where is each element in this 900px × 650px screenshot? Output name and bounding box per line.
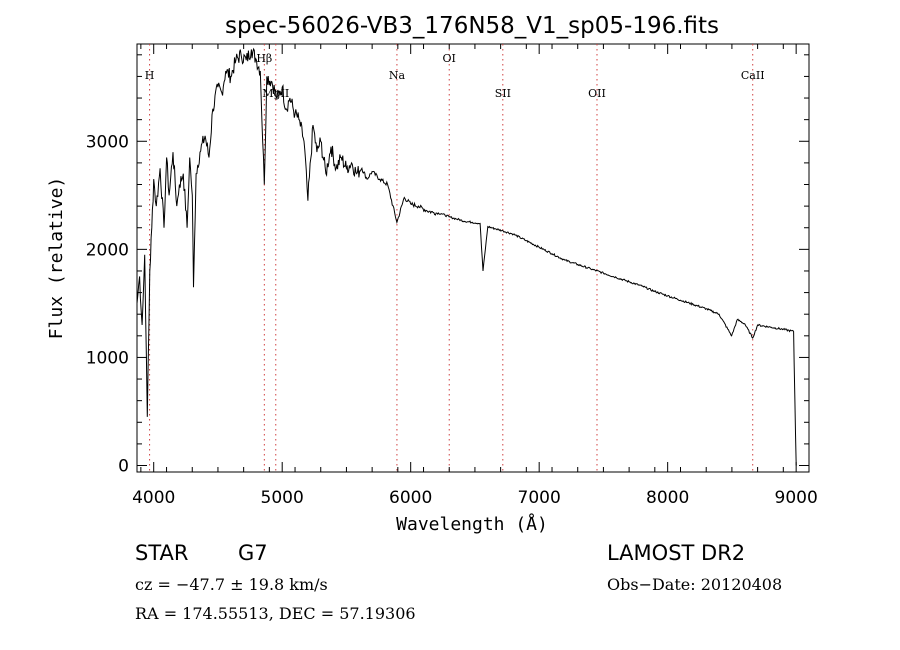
x-tick-label: 7000 [518, 488, 561, 508]
plot-frame [136, 43, 810, 473]
x-tick-label: 5000 [261, 488, 304, 508]
object-class: STAR [135, 541, 189, 565]
survey-name: LAMOST DR2 [607, 541, 746, 565]
y-tick-label: 0 [118, 457, 129, 477]
spectrum-series [136, 47, 797, 466]
line-marker-label: OI [443, 52, 456, 65]
x-tick-label: 9000 [775, 488, 818, 508]
y-tick-label: 2000 [86, 240, 129, 260]
line-marker-label: H [145, 69, 155, 82]
coordinates-text: RA = 174.55513, DEC = 57.19306 [135, 604, 416, 623]
x-axis-label: Wavelength (Å) [396, 513, 548, 535]
y-tick-label: 1000 [86, 348, 129, 368]
line-marker-label: Na [389, 69, 406, 82]
obs-date-text: Obs−Date: 20120408 [607, 575, 783, 594]
axis-ticks: 4000 5000 6000 7000 8000 9000 0 1000 2000 3000 [86, 44, 818, 508]
line-marker-label: Hβ [256, 52, 272, 65]
x-tick-label: 4000 [132, 488, 175, 508]
x-tick-label: 6000 [389, 488, 432, 508]
line-marker-label: OII [588, 87, 606, 100]
x-tick-label: 8000 [646, 488, 689, 508]
y-tick-label: 3000 [86, 132, 129, 152]
y-axis-label: Flux (relative) [46, 177, 67, 340]
line-marker-label: SII [495, 87, 511, 100]
chart-title: spec-56026-VB3_176N58_V1_sp05-196.fits [225, 13, 719, 39]
line-marker-label: CaII [741, 69, 765, 82]
redshift-text: cz = −47.7 ± 19.8 km/s [135, 575, 328, 594]
object-subclass: G7 [238, 541, 268, 565]
